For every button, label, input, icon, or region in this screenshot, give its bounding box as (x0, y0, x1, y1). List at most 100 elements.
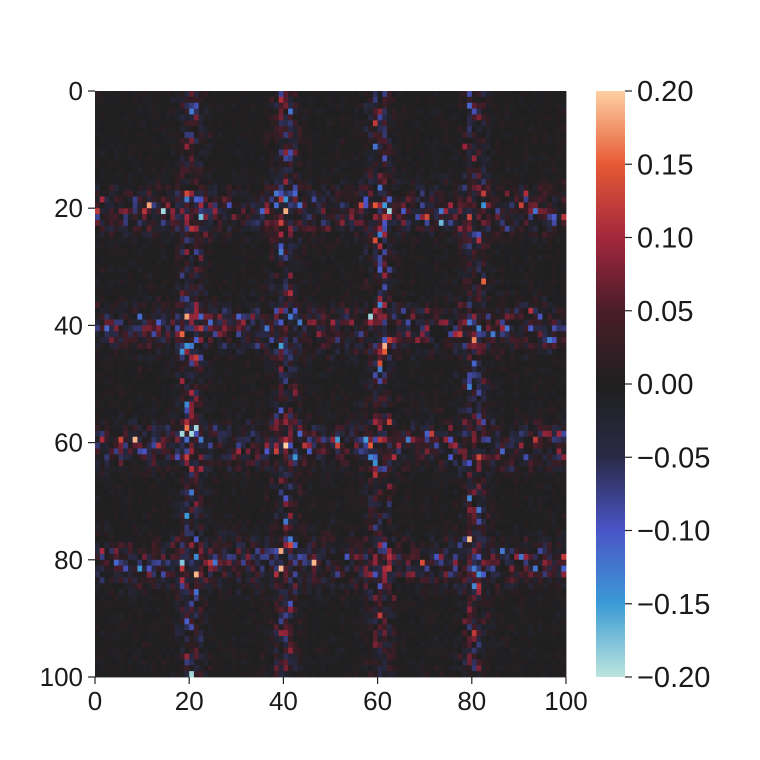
heatmap-cell (391, 214, 397, 221)
heatmap-cell (410, 155, 416, 162)
heatmap-cell (127, 173, 134, 180)
heatmap-cell (467, 149, 473, 156)
heatmap-cell (391, 337, 397, 344)
heatmap-cell (452, 266, 459, 274)
heatmap-cell (189, 108, 195, 115)
heatmap-cell (424, 319, 430, 326)
heatmap-cell (273, 208, 280, 215)
heatmap-cell (325, 301, 331, 309)
heatmap-cell (137, 278, 143, 285)
heatmap-cell (443, 372, 449, 379)
heatmap-cell (429, 178, 435, 186)
heatmap-cell (462, 225, 468, 233)
heatmap-cell (500, 196, 506, 203)
heatmap-cell (127, 255, 134, 262)
heatmap-cell (123, 360, 129, 367)
heatmap-cell (321, 266, 327, 274)
heatmap-cell (523, 325, 529, 332)
heatmap-cell (316, 196, 322, 203)
heatmap-cell (500, 149, 506, 156)
heatmap-cell (561, 260, 567, 268)
heatmap-cell (259, 260, 265, 268)
heatmap-cell (509, 237, 515, 244)
heatmap-cell (561, 231, 567, 238)
heatmap-cell (457, 219, 463, 227)
heatmap-cell (542, 360, 548, 367)
heatmap-cell (467, 231, 473, 238)
heatmap-cell (95, 249, 101, 256)
heatmap-cell (127, 225, 134, 233)
heatmap-cell (476, 360, 482, 367)
heatmap-cell (523, 342, 529, 350)
heatmap-cell (193, 354, 200, 361)
heatmap-cell (99, 296, 105, 303)
heatmap-cell (146, 296, 152, 303)
heatmap-cell (434, 196, 440, 203)
heatmap-cell (424, 196, 430, 203)
heatmap-cell (415, 237, 421, 244)
heatmap-cell (462, 360, 468, 367)
heatmap-cell (123, 366, 129, 373)
heatmap-cell (316, 173, 322, 180)
heatmap-cell (127, 266, 134, 274)
heatmap-cell (547, 178, 553, 186)
heatmap-cell (99, 331, 105, 338)
heatmap-cell (462, 184, 468, 192)
heatmap-cell (113, 155, 119, 162)
heatmap-cell (401, 313, 407, 320)
heatmap-cell (146, 214, 152, 221)
heatmap-cell (368, 184, 374, 192)
heatmap-cell (283, 325, 289, 332)
heatmap-cell (118, 331, 124, 338)
heatmap-cell (170, 266, 176, 274)
heatmap-cell (241, 173, 247, 180)
heatmap-cell (241, 325, 247, 332)
heatmap-cell (217, 143, 223, 150)
heatmap-cell (231, 266, 237, 274)
heatmap-cell (278, 325, 284, 332)
heatmap-cell (443, 137, 449, 145)
heatmap-cell (222, 278, 228, 285)
heatmap-cell (137, 325, 143, 332)
heatmap-cell (429, 190, 435, 197)
heatmap-cell (368, 243, 374, 250)
heatmap-cell (354, 307, 360, 315)
heatmap-cell (518, 313, 525, 320)
heatmap-cell (99, 337, 105, 344)
heatmap-cell (556, 102, 562, 109)
heatmap-cell (288, 331, 294, 338)
heatmap-cell (250, 255, 256, 262)
heatmap-cell (99, 120, 105, 127)
heatmap-cell (283, 167, 289, 174)
heatmap-cell (288, 102, 294, 109)
heatmap-cell (372, 161, 378, 168)
heatmap-cell (429, 184, 435, 192)
heatmap-cell (339, 126, 346, 133)
heatmap-cell (217, 313, 223, 320)
heatmap-cell (354, 173, 360, 180)
heatmap-cell (170, 143, 176, 150)
heatmap-cell (226, 231, 232, 238)
heatmap-cell (528, 307, 534, 315)
heatmap-cell (193, 348, 200, 356)
heatmap-cell (165, 208, 171, 215)
heatmap-cell (485, 231, 492, 238)
heatmap-cell (278, 255, 284, 262)
heatmap-cell (377, 284, 383, 291)
heatmap-cell (443, 167, 449, 174)
heatmap-cell (457, 137, 463, 145)
heatmap-cell (471, 196, 477, 203)
heatmap-cell (311, 301, 317, 309)
heatmap-cell (165, 301, 171, 309)
heatmap-cell (372, 173, 378, 180)
heatmap-cell (132, 108, 138, 115)
heatmap-cell (467, 319, 473, 326)
heatmap-cell (363, 325, 369, 332)
heatmap-cell (226, 202, 232, 209)
heatmap-cell (467, 307, 473, 315)
heatmap-cell (556, 208, 562, 215)
heatmap-cell (222, 378, 228, 385)
heatmap-cell (533, 91, 539, 98)
heatmap-cell (165, 196, 171, 203)
heatmap-cell (509, 284, 515, 291)
